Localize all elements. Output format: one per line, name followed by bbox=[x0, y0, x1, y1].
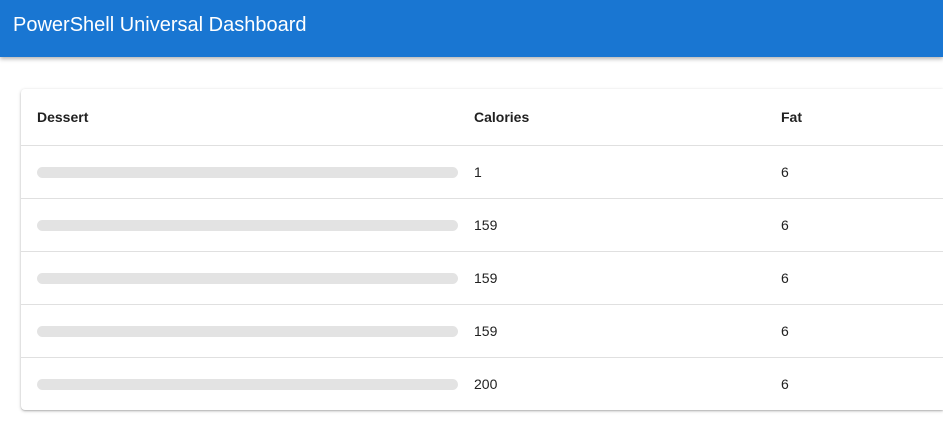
table-row: 159 6 bbox=[21, 198, 943, 251]
fat-cell: 6 bbox=[781, 164, 789, 180]
calories-cell: 159 bbox=[474, 217, 498, 233]
fat-cell: 6 bbox=[781, 323, 789, 339]
table-card: Dessert Calories Fat 1 6 159 6 159 6 159 6 200 6 bbox=[21, 89, 943, 410]
table-row: 159 6 bbox=[21, 251, 943, 304]
loading-skeleton bbox=[37, 273, 458, 284]
calories-cell: 1 bbox=[474, 164, 482, 180]
app-bar: PowerShell Universal Dashboard bbox=[0, 0, 943, 57]
fat-cell: 6 bbox=[781, 217, 789, 233]
loading-skeleton bbox=[37, 326, 458, 337]
app-title: PowerShell Universal Dashboard bbox=[13, 14, 307, 36]
column-header[interactable]: Fat bbox=[781, 109, 802, 125]
calories-cell: 159 bbox=[474, 270, 498, 286]
loading-skeleton bbox=[37, 220, 458, 231]
calories-cell: 200 bbox=[474, 376, 498, 392]
fat-cell: 6 bbox=[781, 270, 789, 286]
table-row: 159 6 bbox=[21, 304, 943, 357]
column-header[interactable]: Calories bbox=[474, 109, 530, 125]
loading-skeleton bbox=[37, 167, 458, 178]
table-row: 200 6 bbox=[21, 357, 943, 410]
header-row: Dessert Calories Fat bbox=[21, 89, 943, 145]
column-header[interactable]: Dessert bbox=[37, 109, 89, 125]
calories-cell: 159 bbox=[474, 323, 498, 339]
fat-cell: 6 bbox=[781, 376, 789, 392]
loading-skeleton bbox=[37, 379, 458, 390]
